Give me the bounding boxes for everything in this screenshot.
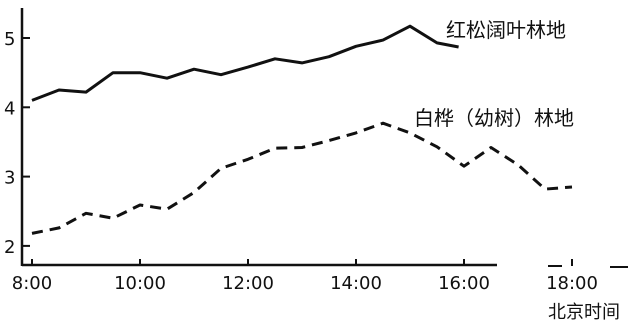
x-tick-label: 12:00 [222, 273, 274, 294]
y-ticks: 2 3 4 5 [4, 29, 30, 258]
series-line-baihua [31, 121, 573, 235]
y-tick-label: 4 [4, 98, 15, 119]
y-tick-label: 5 [4, 29, 15, 50]
series-labels: 红松阔叶林地 白桦（幼树）林地 北京时间 [414, 18, 620, 323]
series-label-hongsong: 红松阔叶林地 [446, 18, 566, 42]
series-lines [31, 24, 573, 235]
x-tick-label: 16:00 [438, 273, 490, 294]
x-tick-label: 18:00 [546, 273, 598, 294]
x-tick-label: 8:00 [12, 273, 52, 294]
series-label-baihua: 白桦（幼树）林地 [414, 106, 574, 130]
y-tick-label: 3 [4, 168, 15, 189]
x-tick-label: 10:00 [114, 273, 166, 294]
y-tick-label: 2 [4, 237, 15, 258]
x-axis-title: 北京时间 [548, 302, 620, 323]
series-line-hongsong [31, 24, 459, 102]
x-tick-label: 14:00 [330, 273, 382, 294]
x-ticks: 8:00 10:00 12:00 14:00 16:00 18:00 [12, 259, 598, 294]
axes [20, 8, 628, 268]
